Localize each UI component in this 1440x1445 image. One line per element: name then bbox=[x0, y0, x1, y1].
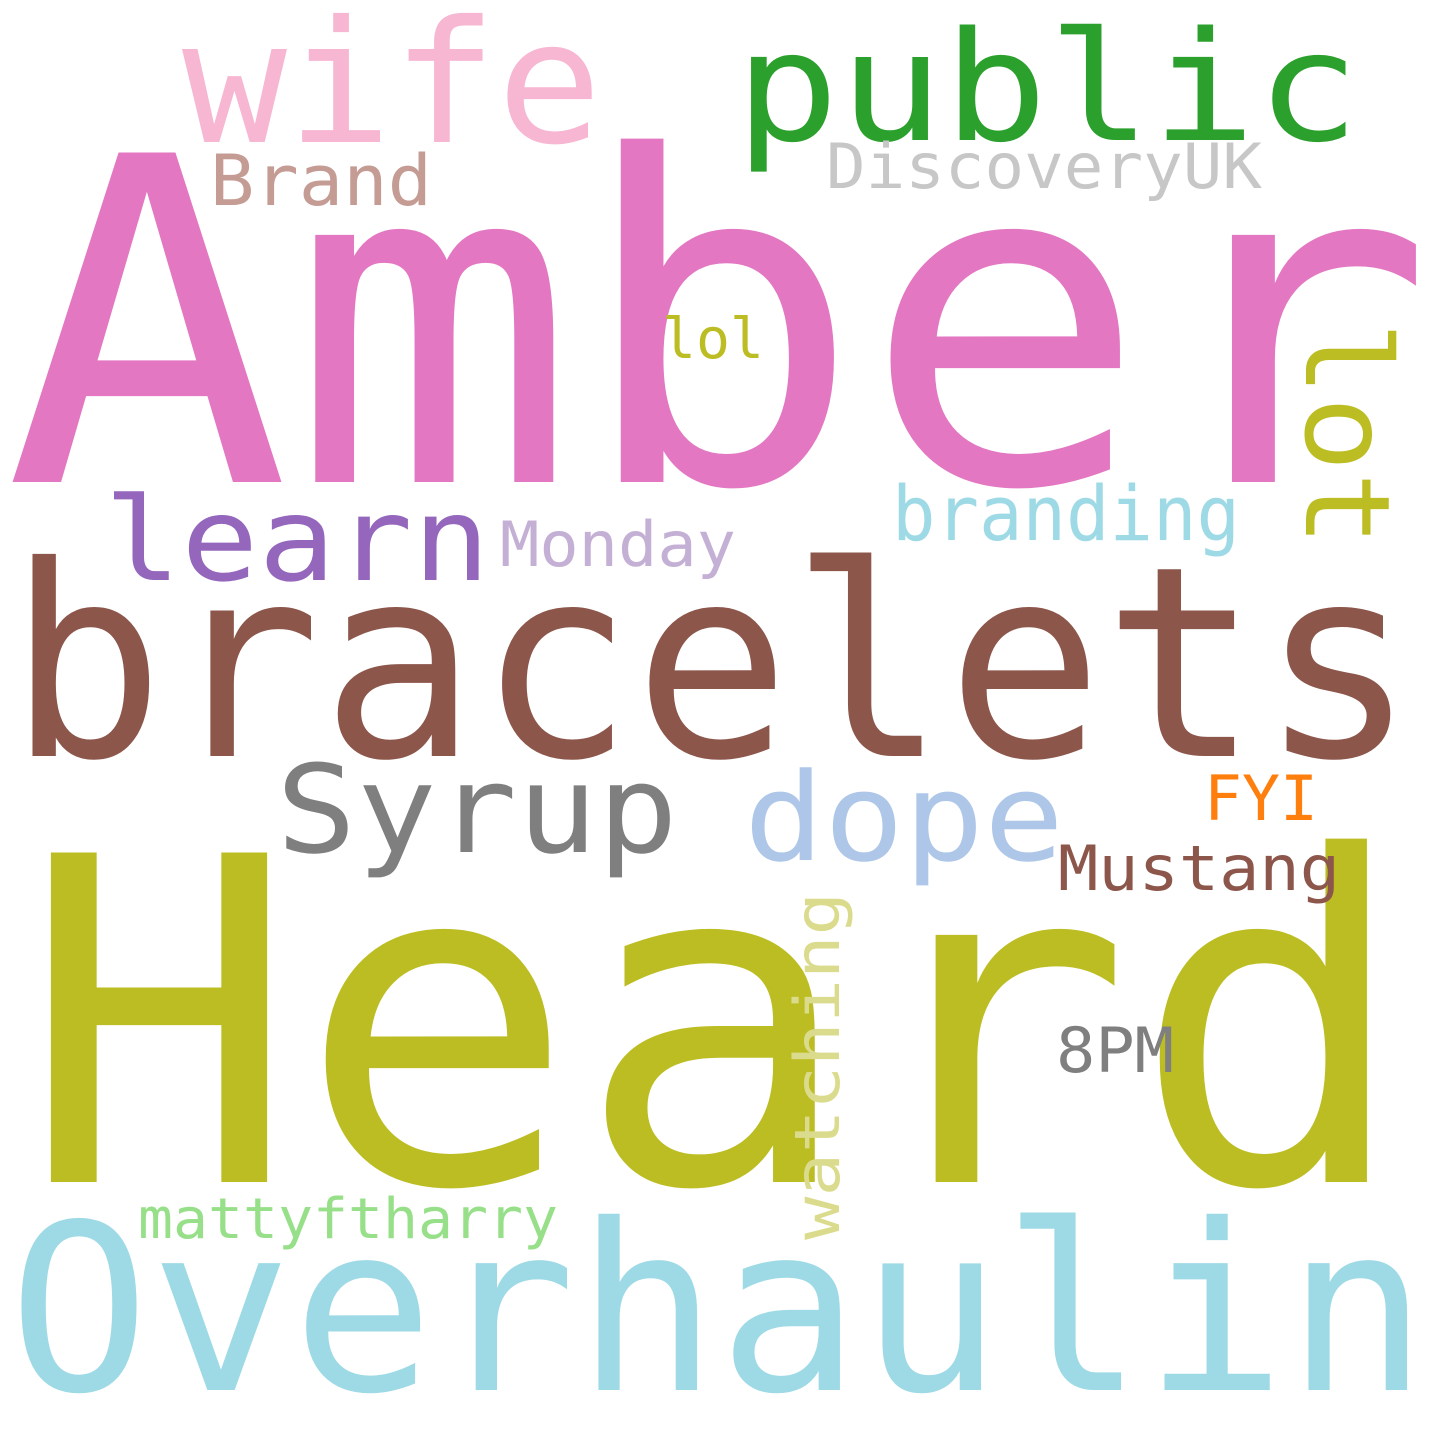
word-watching: watching bbox=[781, 892, 854, 1240]
word-lot: lot bbox=[1278, 321, 1416, 547]
word-lol: lol bbox=[662, 307, 764, 372]
word-overhaulin: Overhaulin bbox=[8, 1175, 1428, 1440]
word-wife: wife bbox=[182, 0, 602, 183]
word-8pm: 8PM bbox=[1056, 1014, 1174, 1087]
word-amber: Amber bbox=[4, 62, 1434, 589]
word-mustang: Mustang bbox=[1058, 832, 1340, 905]
word-fyi: FYI bbox=[1204, 762, 1318, 835]
word-dope: dope bbox=[744, 747, 1064, 889]
word-syrup: Syrup bbox=[276, 739, 678, 881]
word-public: public bbox=[735, 0, 1360, 176]
word-learn: learn bbox=[104, 473, 490, 608]
word-brand: Brand bbox=[210, 140, 432, 222]
word-heard: Heard bbox=[20, 762, 1410, 1289]
word-discoveryuk: DiscoveryUK bbox=[826, 130, 1263, 203]
word-mattyftharry: mattyftharry bbox=[138, 1187, 558, 1252]
word-branding: branding bbox=[892, 469, 1240, 558]
word-bracelets: bracelets bbox=[8, 509, 1416, 819]
word-monday: Monday bbox=[500, 508, 736, 581]
